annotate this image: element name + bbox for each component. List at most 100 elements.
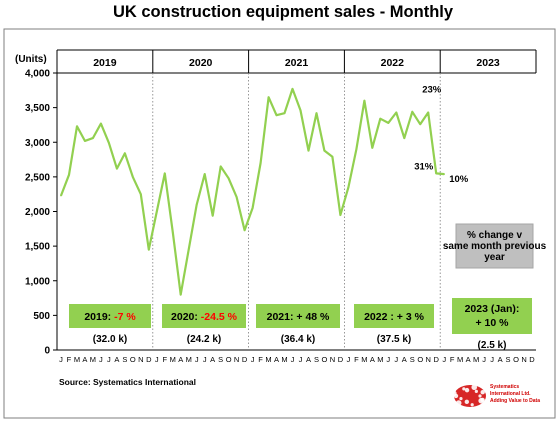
x-tick-label: J (490, 355, 494, 364)
summary-total: (32.0 k) (93, 334, 127, 345)
data-point (347, 186, 350, 189)
x-tick-label: N (234, 355, 239, 364)
x-tick-label: N (426, 355, 431, 364)
x-tick-label: J (291, 355, 295, 364)
x-tick-label: O (513, 355, 519, 364)
data-point (243, 229, 246, 231)
logo-dot (478, 397, 484, 404)
x-tick-label: J (99, 355, 103, 364)
data-point (84, 140, 86, 142)
annotation-pct-nov: 31% (414, 161, 434, 172)
annotation-pct-dec: 23% (422, 84, 442, 95)
data-point (140, 193, 142, 195)
summary-label: 2022 : (364, 311, 397, 323)
x-tick-label: F (450, 355, 455, 364)
year-label: 2023 (476, 57, 500, 69)
x-tick-label: F (67, 355, 72, 364)
x-tick-label: S (506, 355, 511, 364)
summary-box: 2020: -24.5 % (24.2 k) (162, 304, 246, 345)
x-tick-label: D (529, 355, 535, 364)
data-point (387, 122, 390, 124)
data-point (108, 142, 110, 144)
x-tick-label: S (410, 355, 415, 364)
note-text: % change v (467, 230, 522, 241)
data-point (315, 112, 318, 114)
x-tick-label: J (482, 355, 486, 364)
x-tick-label: J (394, 355, 398, 364)
summary-total: (37.5 k) (377, 334, 411, 345)
logo-dot (459, 396, 463, 401)
chart-title: UK construction equipment sales - Monthl… (113, 3, 454, 21)
data-point (395, 111, 398, 114)
note-text: year (484, 252, 505, 263)
x-tick-label: A (466, 355, 471, 364)
summary-pct: + 3 % (397, 311, 425, 323)
summary-label: 2021: (267, 311, 297, 323)
x-tick-label: O (226, 355, 232, 364)
data-point (443, 173, 445, 175)
x-tick-label: A (306, 355, 311, 364)
y-tick-label: 2,500 (25, 172, 50, 183)
x-tick-label: F (258, 355, 263, 364)
data-point (291, 88, 294, 90)
summary-box-bg (69, 304, 151, 328)
x-tick-label: D (242, 355, 248, 364)
note-text: same month previous (443, 241, 547, 252)
y-tick-label: 2,000 (25, 207, 50, 218)
data-point (275, 114, 278, 117)
logo-dot (470, 403, 474, 407)
data-point (267, 96, 270, 99)
x-tick-label: M (186, 355, 192, 364)
logo-dot (471, 384, 478, 391)
logo-dot (451, 390, 457, 397)
summary-total: (2.5 k) (478, 340, 507, 351)
chart-frame (3, 28, 556, 419)
x-tick-label: A (402, 355, 407, 364)
data-point (195, 203, 198, 206)
logo-text-3: Adding Value to Data (490, 398, 540, 404)
data-point (379, 117, 382, 120)
summary-pct: -7 % (114, 311, 136, 323)
x-tick-label: N (330, 355, 335, 364)
x-tick-label: D (338, 355, 344, 364)
data-point (60, 194, 62, 197)
y-axis-unit-label: (Units) (15, 54, 47, 65)
x-tick-label: J (386, 355, 390, 364)
summary-box-bg (162, 304, 246, 328)
y-tick-label: 4,000 (25, 69, 50, 80)
data-point (331, 155, 334, 158)
x-tick-label: J (107, 355, 111, 364)
x-tick-label: D (146, 355, 152, 364)
x-tick-label: O (417, 355, 423, 364)
data-point (92, 137, 94, 139)
annotation-pct-jan: 10% (449, 174, 469, 185)
summary-label-line: 2019: -7 % (84, 311, 136, 323)
summary-box-bg (256, 304, 340, 328)
y-tick-label: 3,000 (25, 138, 50, 149)
data-point (100, 122, 102, 125)
x-tick-label: A (498, 355, 503, 364)
x-tick-label: J (195, 355, 199, 364)
y-tick-label: 1,500 (25, 242, 50, 253)
data-point (124, 152, 126, 155)
source-text: Source: Systematics International (59, 377, 196, 387)
summary-pct: + 10 % (476, 317, 510, 329)
data-point (419, 123, 422, 126)
data-point (76, 125, 78, 128)
summary-label: 2019: (84, 311, 114, 323)
data-point (68, 173, 70, 176)
x-tick-label: M (281, 355, 287, 364)
data-point (339, 214, 342, 216)
y-tick-label: 0 (44, 346, 50, 357)
x-tick-label: M (361, 355, 367, 364)
x-tick-label: N (138, 355, 143, 364)
logo-dot (480, 390, 485, 395)
data-point (307, 149, 310, 152)
x-tick-label: O (130, 355, 136, 364)
data-point (363, 99, 366, 102)
summary-label-line: 2021: + 48 % (267, 311, 330, 323)
data-point (211, 214, 214, 217)
x-tick-label: A (274, 355, 279, 364)
year-label: 2019 (93, 57, 117, 69)
year-label: 2022 (381, 57, 405, 69)
